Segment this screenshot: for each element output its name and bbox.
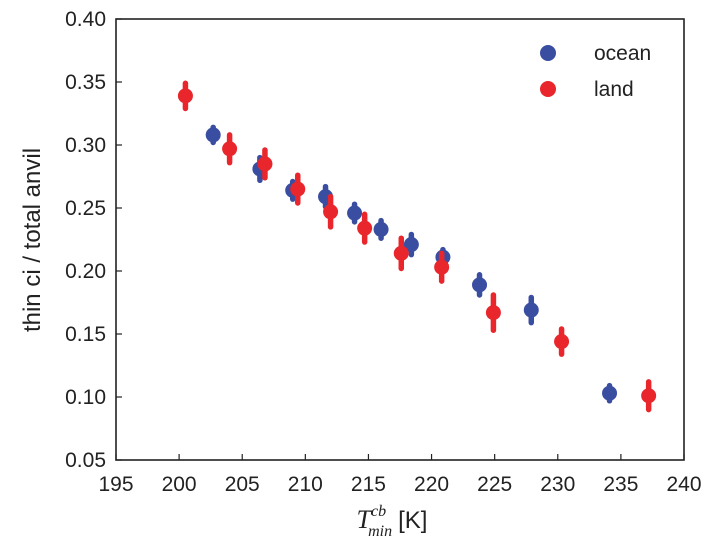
data-point — [323, 204, 339, 220]
y-tick-label: 0.25 — [65, 197, 106, 220]
data-point — [347, 205, 363, 221]
y-tick-label: 0.40 — [65, 8, 106, 31]
y-axis: 0.05 0.10 0.15 0.20 0.25 0.30 0.35 0.40 — [65, 8, 122, 472]
x-tick-label: 240 — [666, 473, 701, 496]
series-land — [177, 80, 657, 413]
data-points — [177, 80, 657, 413]
data-point — [222, 141, 238, 157]
data-point — [373, 221, 389, 237]
y-tick-label: 0.20 — [65, 260, 106, 283]
data-point — [641, 388, 657, 404]
y-axis-label: thin ci / total anvil — [19, 148, 46, 332]
x-axis: 195 200 205 210 215 220 225 230 235 240 — [98, 454, 702, 496]
x-tick-label: 200 — [162, 473, 197, 496]
data-point — [393, 245, 409, 261]
data-point — [434, 259, 450, 275]
data-point — [472, 277, 488, 293]
x-tick-label: 210 — [288, 473, 323, 496]
data-point — [554, 334, 570, 350]
data-point — [357, 220, 373, 236]
legend-marker-ocean — [540, 45, 556, 61]
y-tick-label: 0.35 — [65, 71, 106, 94]
data-point — [205, 127, 221, 143]
data-point — [257, 156, 273, 172]
data-point — [290, 181, 306, 197]
y-tick-label: 0.10 — [65, 386, 106, 409]
legend-marker-land — [540, 81, 556, 97]
y-tick-label: 0.15 — [65, 323, 106, 346]
data-point — [177, 88, 193, 104]
legend: ocean land — [540, 42, 651, 101]
x-axis-label: Tcb min [K] — [357, 503, 428, 540]
data-point — [523, 302, 539, 318]
x-tick-label: 225 — [477, 473, 512, 496]
y-tick-label: 0.05 — [65, 449, 106, 472]
x-tick-label: 205 — [225, 473, 260, 496]
x-tick-label: 230 — [540, 473, 575, 496]
legend-label-ocean: ocean — [594, 42, 651, 65]
y-tick-label: 0.30 — [65, 134, 106, 157]
legend-label-land: land — [594, 78, 634, 101]
x-tick-label: 235 — [603, 473, 638, 496]
data-point — [403, 237, 419, 253]
x-tick-label: 195 — [98, 473, 133, 496]
x-tick-label: 215 — [351, 473, 386, 496]
data-point — [602, 385, 618, 401]
data-point — [485, 305, 501, 321]
x-tick-label: 220 — [414, 473, 449, 496]
